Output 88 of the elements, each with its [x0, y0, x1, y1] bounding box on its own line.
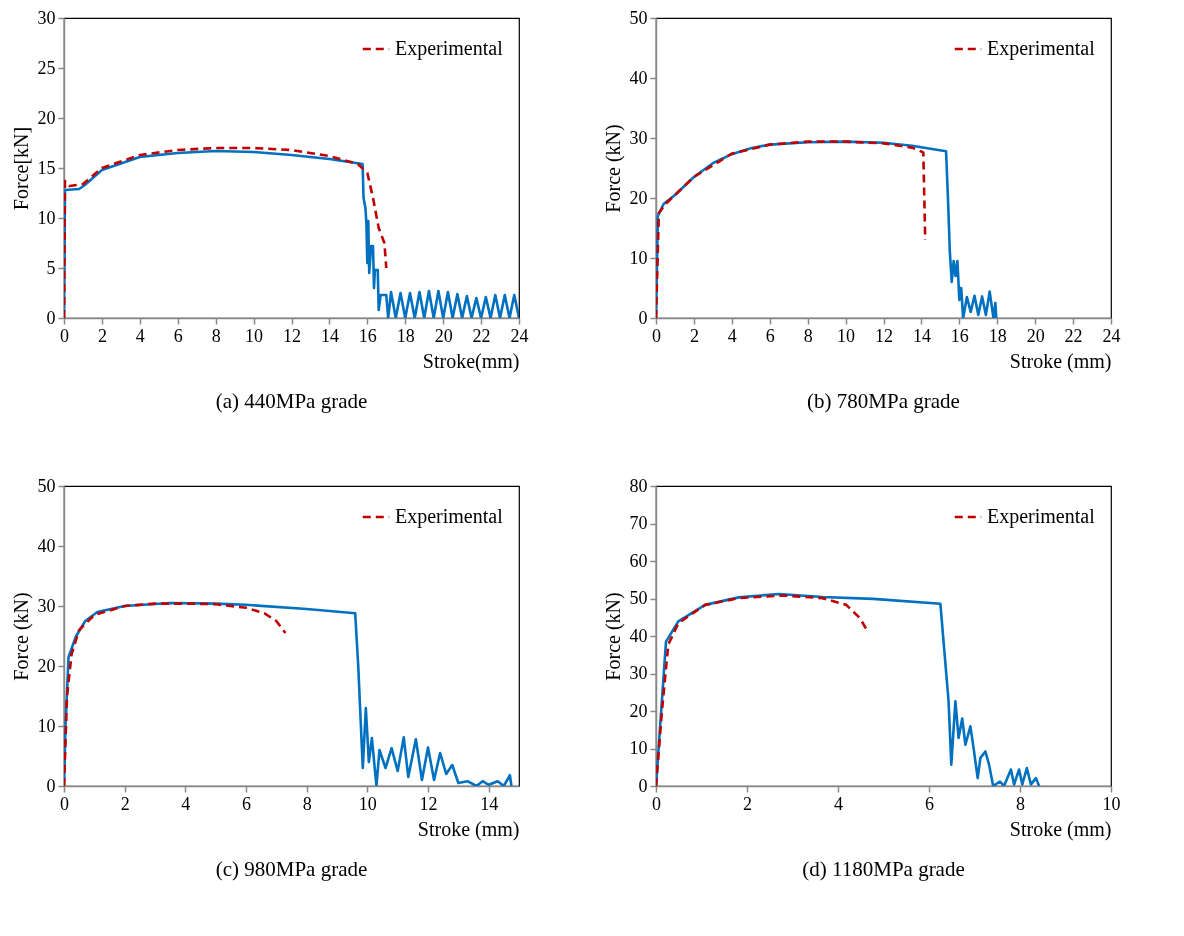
legend-label: Experimental — [395, 505, 504, 528]
x-tick-label: 18 — [396, 325, 415, 346]
x-tick-label: 0 — [652, 793, 661, 814]
x-tick-label: 14 — [912, 325, 931, 346]
text: (a) 440MPa grade — [215, 389, 368, 413]
legend-label: Experimental — [395, 37, 504, 60]
x-tick-label: 8 — [302, 793, 312, 814]
x-tick-label: 20 — [434, 325, 453, 346]
x-tick-label: 10 — [837, 325, 856, 346]
x-axis-title: Stroke (mm) — [417, 817, 520, 841]
x-tick-label: 10 — [1102, 793, 1121, 814]
x-tick-label: 2 — [97, 325, 107, 346]
x-axis-title: Stroke(mm) — [422, 349, 520, 373]
y-tick-label: 30 — [629, 127, 648, 148]
x-tick-label: 14 — [480, 793, 499, 814]
y-tick-label: 20 — [629, 187, 648, 208]
y-tick-label: 5 — [46, 257, 56, 278]
y-tick-label: 40 — [629, 625, 648, 646]
line-series — [64, 146, 388, 318]
x-tick-label: 2 — [689, 325, 699, 346]
y-tick-label: 10 — [37, 715, 56, 736]
x-tick-label: 4 — [181, 793, 191, 814]
x-tick-label: 10 — [245, 325, 264, 346]
y-tick-label: 0 — [46, 775, 56, 796]
x-tick-label: 8 — [803, 325, 813, 346]
y-axis-title: Force (kN) — [601, 124, 625, 213]
y-tick-label: 20 — [37, 655, 56, 676]
x-tick-label: 22 — [1064, 325, 1083, 346]
x-tick-label: 12 — [419, 793, 438, 814]
y-tick-label: 10 — [629, 738, 648, 758]
y-tick-label: 30 — [629, 663, 648, 683]
x-tick-label: 2 — [743, 793, 752, 814]
x-tick-label: 0 — [60, 793, 69, 814]
text: (b) 780MPa grade — [807, 389, 960, 413]
y-tick-label: 0 — [46, 307, 56, 328]
y-tick-label: 15 — [37, 157, 56, 178]
x-tick-label: 10 — [358, 793, 377, 814]
x-tick-label: 6 — [765, 325, 775, 346]
y-tick-label: 0 — [638, 775, 648, 796]
y-tick-label: 10 — [629, 247, 648, 268]
x-tick-label: 8 — [1016, 793, 1025, 814]
x-tick-label: 6 — [925, 793, 934, 814]
y-tick-label: 70 — [629, 513, 648, 533]
x-tick-label: 0 — [652, 325, 661, 346]
y-tick-label: 50 — [629, 588, 648, 608]
y-tick-label: 10 — [37, 207, 56, 228]
y-tick-label: 50 — [629, 7, 648, 28]
legend-label: Experimental — [987, 505, 1096, 528]
y-tick-label: 25 — [37, 57, 56, 78]
x-tick-label: 4 — [727, 325, 737, 346]
y-tick-label: 0 — [638, 307, 648, 328]
text: (d) 1180MPa grade — [802, 857, 965, 881]
x-tick-label: 4 — [834, 793, 843, 814]
y-axis-title: Force (kN) — [9, 592, 33, 681]
y-tick-label: 20 — [629, 700, 648, 721]
y-tick-label: 20 — [37, 107, 56, 128]
y-axis-title: Force (kN) — [601, 592, 625, 681]
x-tick-label: 8 — [211, 325, 221, 346]
x-tick-label: 0 — [60, 325, 69, 346]
x-axis-title: Stroke (mm) — [1009, 817, 1112, 841]
text: (c) 980MPa grade — [215, 857, 368, 881]
y-tick-label: 30 — [37, 7, 56, 28]
y-tick-label: 80 — [629, 475, 648, 496]
x-tick-label: 2 — [120, 793, 130, 814]
y-axis-title: Force[kN] — [9, 126, 32, 211]
x-axis-title: Stroke (mm) — [1009, 349, 1112, 373]
x-tick-label: 22 — [472, 325, 491, 346]
x-tick-label: 24 — [510, 325, 529, 346]
x-tick-label: 18 — [988, 325, 1007, 346]
line-series — [656, 140, 927, 318]
y-tick-label: 30 — [37, 595, 56, 616]
x-tick-label: 12 — [283, 325, 301, 346]
y-tick-label: 40 — [37, 535, 56, 556]
y-tick-label: 50 — [37, 475, 56, 496]
x-tick-label: 14 — [320, 325, 339, 346]
x-tick-label: 24 — [1102, 325, 1121, 346]
y-tick-label: 40 — [629, 67, 648, 88]
x-tick-label: 6 — [173, 325, 183, 346]
x-tick-label: 4 — [135, 325, 145, 346]
x-tick-label: 6 — [242, 793, 251, 814]
y-tick-label: 60 — [629, 550, 648, 571]
line-series — [656, 594, 868, 786]
line-series — [64, 602, 287, 786]
x-tick-label: 20 — [1026, 325, 1045, 346]
x-tick-label: 12 — [875, 325, 893, 346]
x-tick-label: 16 — [358, 325, 377, 346]
legend-label: Experimental — [987, 37, 1096, 60]
x-tick-label: 16 — [950, 325, 969, 346]
